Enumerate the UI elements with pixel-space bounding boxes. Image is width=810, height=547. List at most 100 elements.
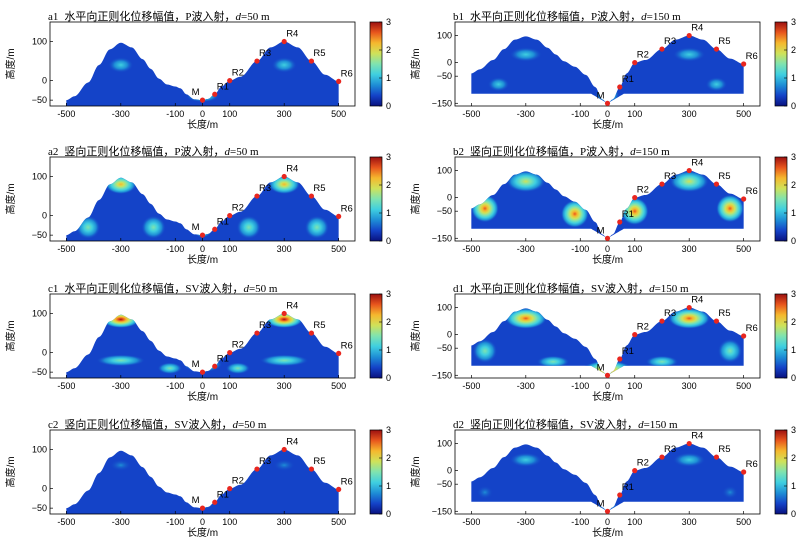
- x-tick-label: -300: [112, 244, 130, 254]
- y-axis-label: 高度/m: [409, 320, 422, 351]
- y-tick-label: 0: [447, 58, 452, 68]
- x-tick-label: -300: [112, 109, 130, 119]
- panel-title-pre: 竖向正则化位移幅值，P波入射，: [470, 146, 631, 158]
- colorbar-tick-label: 1: [791, 208, 796, 218]
- y-tick-label: 100: [32, 172, 47, 182]
- receiver-label-m: M: [192, 495, 200, 506]
- x-tick-label: 500: [736, 109, 751, 119]
- y-axis-label: 高度/m: [4, 183, 17, 214]
- receiver-label-r2: R2: [637, 458, 649, 469]
- x-tick-label: -300: [517, 381, 535, 391]
- heat-field: [471, 443, 744, 512]
- receiver-label-r5: R5: [313, 456, 325, 467]
- panel-title-pre: 竖向正则化位移幅值，SV波入射，: [470, 419, 639, 431]
- receiver-label-r4: R4: [286, 437, 298, 448]
- colorbar: [369, 21, 383, 107]
- panel-title-post: =50 m: [230, 146, 259, 158]
- panel-a2: a2 竖向正则化位移幅值，P波入射，d=50 m -500 -300 -100 0 100 3…: [0, 143, 405, 279]
- y-tick-label: −50: [437, 206, 452, 216]
- heat-field: [66, 449, 339, 514]
- x-axis-label: 长度/m: [187, 390, 218, 403]
- colorbar: [774, 429, 788, 515]
- panel-title-var: d: [235, 11, 242, 23]
- panel-title-tag: c1: [48, 283, 59, 295]
- colorbar-tick-label: 0: [791, 373, 796, 383]
- chart-svg: -500 -300 -100 0 100 300 500 100 0 −50 −150 长度/m 高度/…: [409, 425, 796, 539]
- receiver-marker-r4: [281, 310, 287, 317]
- x-axis-label: 长度/m: [592, 390, 623, 403]
- colorbar-tick-label: 2: [791, 317, 796, 327]
- heat-field: [471, 35, 744, 104]
- x-axis-label: 长度/m: [592, 526, 623, 539]
- receiver-label-r6: R6: [746, 323, 758, 334]
- colorbar-tick-label: 3: [791, 289, 796, 299]
- x-tick-label: -100: [166, 381, 184, 391]
- receiver-marker-r5: [308, 193, 315, 199]
- colorbar-tick-label: 3: [791, 152, 796, 162]
- receiver-marker-r4: [281, 173, 287, 180]
- y-tick-label: 100: [32, 37, 47, 47]
- panel-title-pre: 竖向正则化位移幅值，P波入射，: [64, 146, 225, 158]
- receiver-marker-m: [604, 235, 611, 241]
- colorbar-tick-label: 0: [386, 101, 391, 111]
- panel-title-post: =150 m: [643, 419, 678, 431]
- panel-d2: d2 竖向正则化位移幅值，SV波入射，d=150 m -500 -300 -100 0 10…: [405, 416, 810, 547]
- y-tick-label: −150: [432, 233, 452, 243]
- y-tick-label: 100: [32, 445, 47, 455]
- receiver-label-m: M: [192, 359, 200, 370]
- x-tick-label: -500: [57, 244, 75, 254]
- receiver-marker-r5: [308, 58, 315, 64]
- receiver-label-r3: R3: [664, 36, 676, 47]
- receiver-label-r1: R1: [217, 216, 229, 227]
- colorbar: [369, 429, 383, 515]
- heat-field: [471, 170, 744, 239]
- x-tick-label: 0: [605, 109, 610, 119]
- receiver-label-r1: R1: [217, 489, 229, 500]
- panel-c1: c1 水平向正则化位移幅值，SV波入射，d=50 m -500 -300 -100 0 10…: [0, 280, 405, 416]
- receiver-marker-r2: [632, 60, 638, 66]
- x-tick-label: -500: [57, 381, 75, 391]
- x-tick-label: -100: [166, 244, 184, 254]
- receiver-label-r3: R3: [664, 444, 676, 455]
- panel-title: a1 水平向正则化位移幅值，P波入射，d=50 m: [48, 8, 270, 24]
- y-tick-label: 0: [447, 466, 452, 476]
- x-tick-label: -300: [517, 517, 535, 527]
- receiver-label-r5: R5: [718, 444, 730, 455]
- panel-b2: b2 竖向正则化位移幅值，P波入射，d=150 m -500 -300 -100 0 100…: [405, 143, 810, 279]
- panel-b1: b1 水平向正则化位移幅值，P波入射，d=150 m -500 -300 -100 0 10…: [405, 8, 810, 144]
- y-tick-label: −50: [32, 503, 47, 513]
- receiver-label-r1: R1: [622, 482, 634, 493]
- x-tick-label: 0: [200, 381, 205, 391]
- colorbar-tick-label: 1: [386, 73, 391, 83]
- colorbar-tick-label: 3: [386, 289, 391, 299]
- panel-title-pre: 水平向正则化位移幅值，SV波入射，: [470, 283, 650, 295]
- receiver-label-r6: R6: [746, 186, 758, 197]
- receiver-label-r5: R5: [718, 171, 730, 182]
- panel-title-post: =50 m: [237, 419, 267, 431]
- receiver-label-r5: R5: [718, 308, 730, 319]
- receiver-label-r6: R6: [746, 51, 758, 62]
- colorbar-tick-label: 3: [386, 152, 391, 162]
- receiver-label-r2: R2: [637, 322, 649, 333]
- x-tick-label: 0: [200, 109, 205, 119]
- receiver-marker-r1: [617, 84, 623, 90]
- chart-svg: -500 -300 -100 0 100 300 500 100 0 −50 长度/m 高度/m M R1…: [4, 425, 391, 539]
- y-tick-label: 0: [447, 330, 452, 340]
- x-axis-label: 长度/m: [592, 253, 623, 266]
- receiver-marker-r6: [336, 213, 342, 219]
- panel-title: b2 竖向正则化位移幅值，P波入射，d=150 m: [453, 143, 670, 159]
- y-tick-label: −50: [32, 95, 47, 105]
- receiver-marker-r1: [212, 91, 218, 97]
- x-tick-label: 500: [736, 244, 751, 254]
- y-tick-label: 100: [437, 31, 452, 41]
- receiver-marker-r1: [212, 499, 218, 505]
- colorbar-tick-label: 2: [386, 180, 391, 190]
- receiver-label-r1: R1: [622, 346, 634, 357]
- y-tick-label: −150: [432, 506, 452, 516]
- chart-svg: -500 -300 -100 0 100 300 500 100 0 −50 长度/m 高度/m M R1…: [4, 152, 391, 266]
- x-tick-label: 500: [331, 109, 346, 119]
- receiver-label-r1: R1: [217, 81, 229, 92]
- receiver-label-r3: R3: [664, 308, 676, 319]
- y-tick-label: −50: [32, 230, 47, 240]
- panel-title: b1 水平向正则化位移幅值，P波入射，d=150 m: [453, 8, 681, 24]
